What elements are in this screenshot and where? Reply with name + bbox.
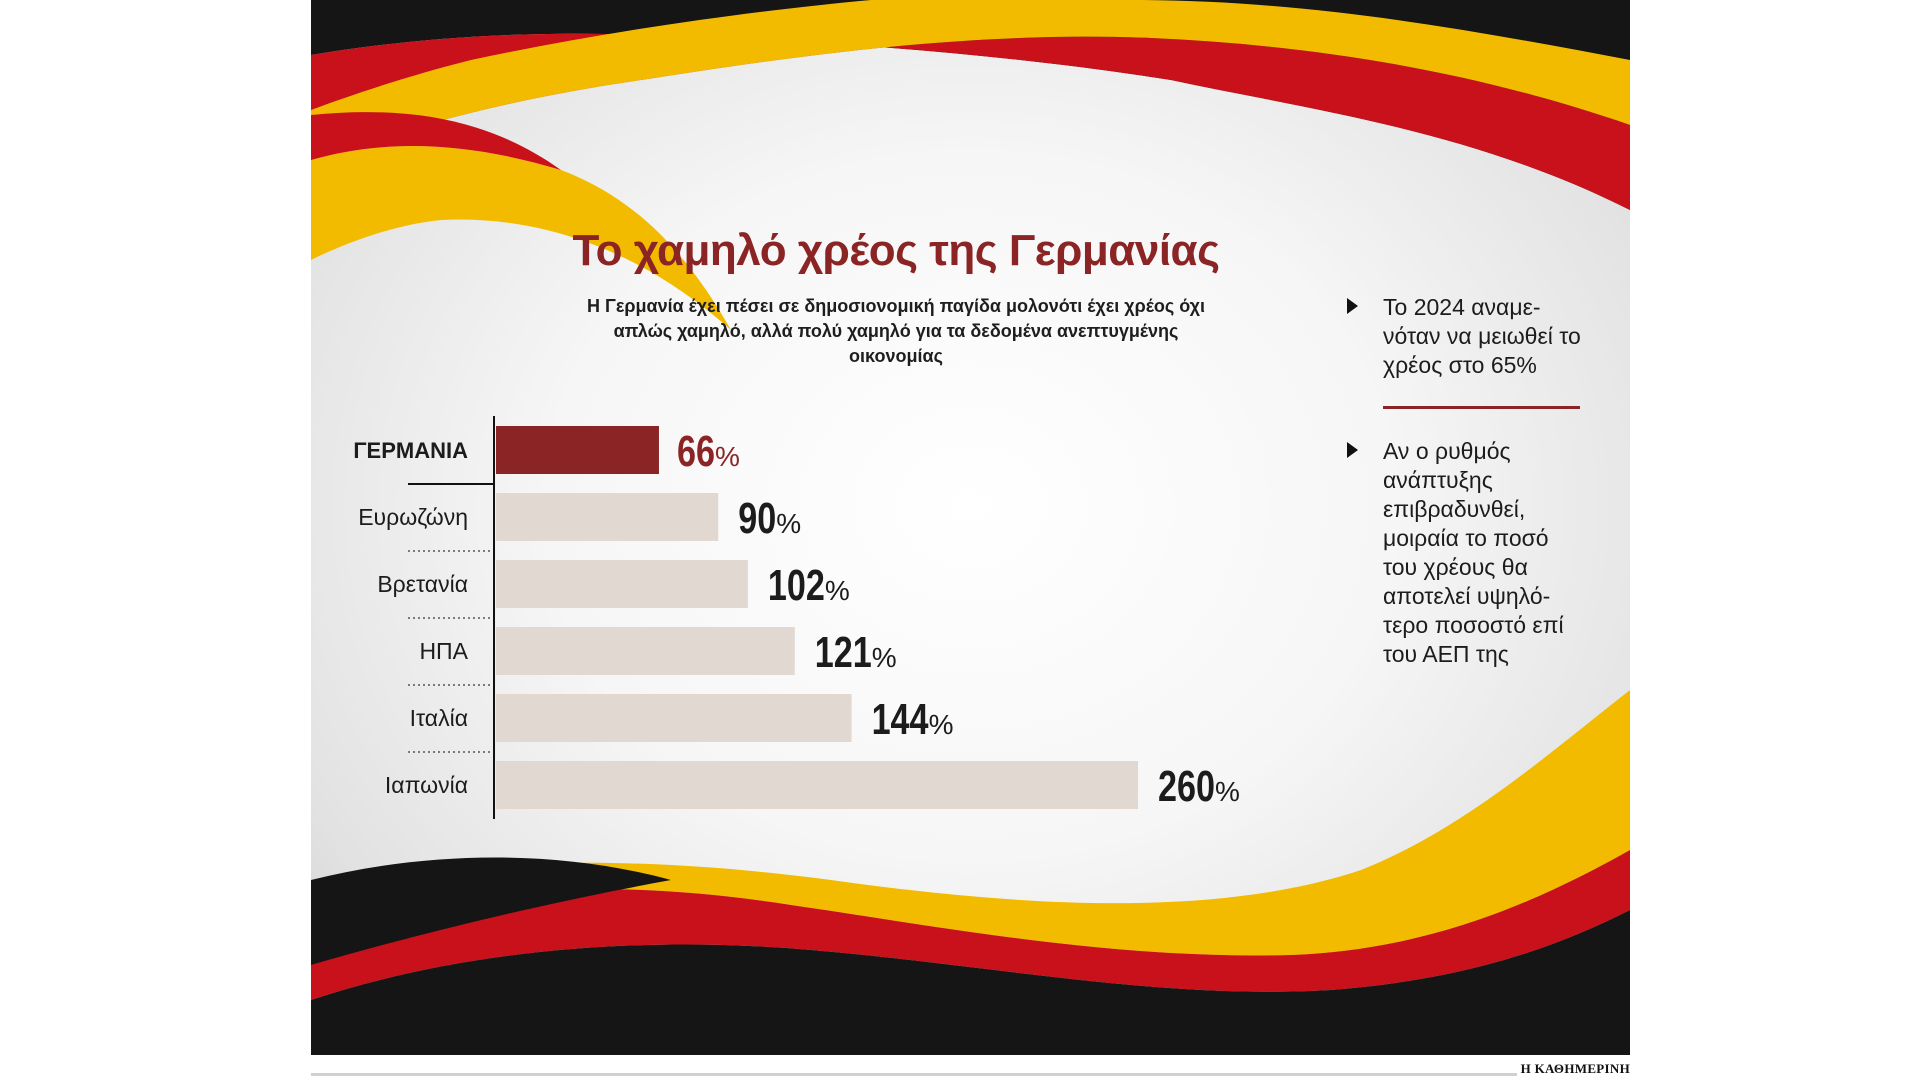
publisher-credit: Η ΚΑΘΗΜΕΡΙΝΗ xyxy=(1516,1061,1630,1077)
note-text: Αν ο ρυθμός ανάπτυξης επιβραδυνθεί, μοιρ… xyxy=(1383,438,1564,667)
bar xyxy=(496,761,1138,809)
bottom-black-ribbon xyxy=(311,910,1630,1055)
bar xyxy=(496,694,852,742)
bar-chart: ΓΕΡΜΑΝΙΑ 66% Ευρωζώνη 90% Βρετανία 102% ΗΠΑ 121… xyxy=(353,416,1240,819)
top-left-gold-sweep xyxy=(311,146,731,330)
bar xyxy=(496,560,748,608)
category-label: ΗΠΑ xyxy=(419,638,468,664)
note-item: Το 2024 αναμε-νόταν να μειωθεί το χρέος … xyxy=(1347,293,1587,380)
bottom-red-ribbon xyxy=(311,850,1630,1000)
bottom-left-black-ribbon xyxy=(311,857,671,965)
value-label: 144% xyxy=(872,695,954,744)
value-label: 102% xyxy=(768,561,850,610)
category-label: Ιταλία xyxy=(410,705,468,731)
category-label: Ευρωζώνη xyxy=(358,504,468,530)
top-left-red-sweep xyxy=(311,112,561,170)
side-notes: Το 2024 αναμε-νόταν να μειωθεί το χρέος … xyxy=(1347,293,1587,669)
triangle-bullet-icon xyxy=(1347,442,1358,458)
category-label: ΓΕΡΜΑΝΙΑ xyxy=(353,438,468,463)
note-divider xyxy=(1383,406,1580,409)
category-label: Ιαπωνία xyxy=(385,772,468,798)
bar xyxy=(496,627,795,675)
chart-title: Το χαμηλό χρέος της Γερμανίας xyxy=(572,226,1220,275)
bar xyxy=(496,426,659,474)
value-label: 260% xyxy=(1158,762,1240,811)
value-label: 66% xyxy=(677,427,740,476)
flag-ribbon-background xyxy=(311,0,1630,1055)
chart-subtitle: Η Γερμανία έχει πέσει σε δημοσιονομική π… xyxy=(587,296,1205,366)
bottom-gold-ribbon xyxy=(311,690,1630,956)
value-label: 121% xyxy=(815,628,897,677)
category-label: Βρετανία xyxy=(377,571,468,597)
value-label: 90% xyxy=(738,494,801,543)
footer-rule xyxy=(311,1073,1630,1076)
note-item: Αν ο ρυθμός ανάπτυξης επιβραδυνθεί, μοιρ… xyxy=(1347,437,1587,669)
triangle-bullet-icon xyxy=(1347,298,1358,314)
note-text: Το 2024 αναμε-νόταν να μειωθεί το χρέος … xyxy=(1383,294,1581,378)
infographic-card: Το χαμηλό χρέος της Γερμανίας Η Γερμανία… xyxy=(311,0,1630,1055)
bar xyxy=(496,493,719,541)
top-gold-ribbon xyxy=(311,0,1630,160)
